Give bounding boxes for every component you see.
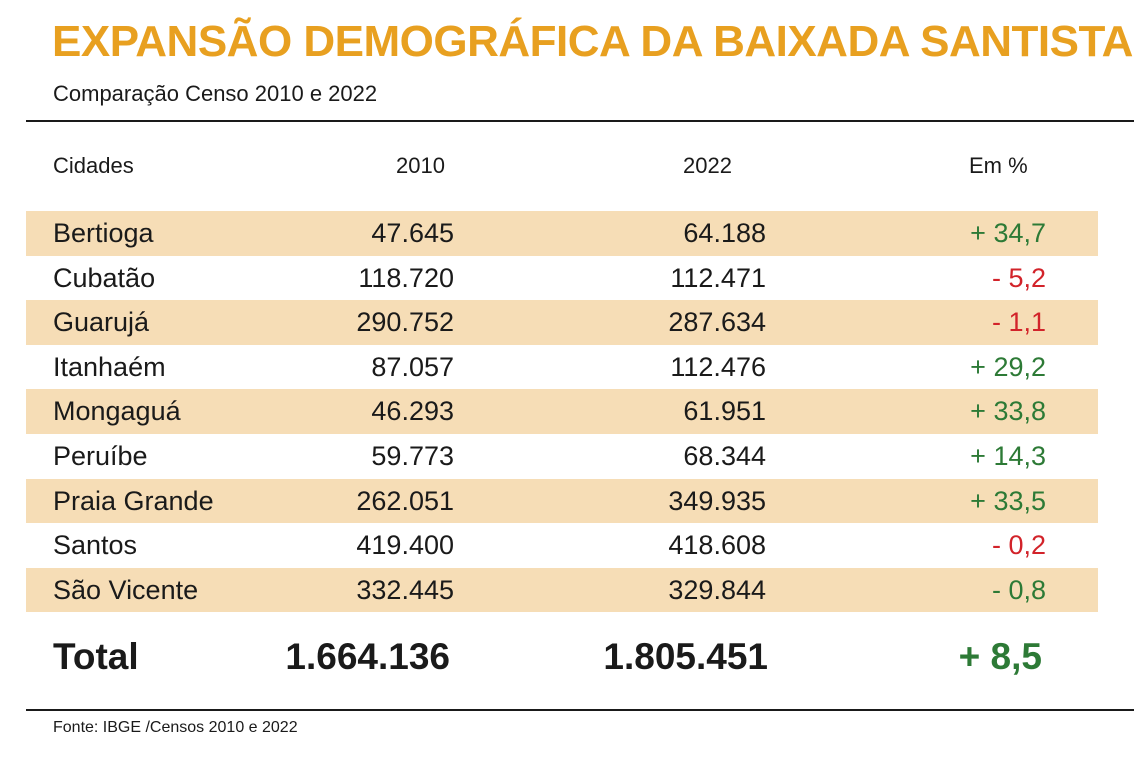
- value-2022-cell: 287.634: [668, 307, 766, 338]
- percent-cell: - 1,1: [991, 307, 1046, 338]
- table-row: Mongaguá 46.293 61.951 + 33,8: [26, 389, 1098, 434]
- city-cell: Cubatão: [53, 262, 156, 293]
- page-subtitle: Comparação Censo 2010 e 2022: [53, 81, 378, 106]
- value-2010-cell: 59.773: [371, 440, 454, 471]
- source-note: Fonte: IBGE /Censos 2010 e 2022: [53, 719, 298, 736]
- data-table: Bertioga 47.645 64.188 + 34,7 Cubatão 118.720…: [26, 211, 1098, 613]
- column-header-2010: 2010: [396, 153, 445, 178]
- value-2010-cell: 290.752: [356, 307, 454, 338]
- value-2022-cell: 68.344: [683, 440, 766, 471]
- value-2010-cell: 46.293: [371, 396, 454, 427]
- percent-cell: - 0,8: [991, 574, 1046, 605]
- percent-cell: + 33,5: [970, 485, 1046, 516]
- value-2022-cell: 61.951: [683, 396, 766, 427]
- value-2022-cell: 329.844: [668, 574, 766, 605]
- table-row: Peruíbe 59.773 68.344 + 14,3: [26, 434, 1098, 479]
- value-2022-cell: 349.935: [668, 485, 766, 516]
- value-2022-cell: 64.188: [683, 218, 766, 248]
- table-row: Santos 419.400 418.608 - 0,2: [26, 523, 1098, 568]
- table-row: São Vicente 332.445 329.844 - 0,8: [26, 567, 1098, 613]
- table-row: Bertioga 47.645 64.188 + 34,7: [26, 211, 1098, 256]
- city-cell: Itanhaém: [53, 351, 166, 382]
- table-row: Guarujá 290.752 287.634 - 1,1: [26, 300, 1098, 345]
- total-2022: 1.805.451: [603, 636, 768, 677]
- page-title: EXPANSÃO DEMOGRÁFICA DA BAIXADA SANTISTA: [52, 17, 1133, 66]
- total-percent: + 8,5: [958, 636, 1042, 677]
- table-row: Cubatão 118.720 112.471 - 5,2: [26, 256, 1098, 301]
- city-cell: Santos: [53, 530, 138, 561]
- value-2010-cell: 419.400: [356, 530, 454, 561]
- city-cell: São Vicente: [53, 574, 199, 605]
- top-divider: [26, 120, 1134, 122]
- value-2010-cell: 118.720: [358, 262, 454, 293]
- city-cell: Praia Grande: [53, 485, 214, 516]
- percent-cell: - 5,2: [991, 262, 1046, 293]
- table-row: Praia Grande 262.051 349.935 + 33,5: [26, 478, 1098, 524]
- value-2010-cell: 87.057: [371, 351, 454, 382]
- percent-cell: + 14,3: [970, 440, 1046, 471]
- percent-cell: - 0,2: [991, 530, 1046, 561]
- value-2010-cell: 262.051: [356, 485, 454, 516]
- column-header-cities: Cidades: [53, 153, 134, 178]
- value-2022-cell: 112.476: [670, 351, 766, 382]
- total-label: Total: [53, 636, 139, 677]
- total-2010: 1.664.136: [285, 636, 450, 677]
- column-header-2022: 2022: [683, 153, 732, 178]
- city-cell: Peruíbe: [53, 440, 148, 471]
- city-cell: Mongaguá: [53, 396, 181, 427]
- percent-cell: + 33,8: [970, 396, 1046, 427]
- value-2022-cell: 112.471: [670, 262, 766, 293]
- value-2022-cell: 418.608: [668, 530, 766, 561]
- column-header-percent: Em %: [969, 153, 1028, 178]
- bottom-divider: [26, 709, 1134, 711]
- table-row: Itanhaém 87.057 112.476 + 29,2: [26, 345, 1098, 390]
- percent-cell: + 34,7: [970, 218, 1046, 248]
- city-cell: Bertioga: [53, 218, 154, 248]
- value-2010-cell: 47.645: [371, 218, 454, 248]
- percent-cell: + 29,2: [970, 351, 1046, 382]
- city-cell: Guarujá: [53, 307, 150, 338]
- value-2010-cell: 332.445: [356, 574, 454, 605]
